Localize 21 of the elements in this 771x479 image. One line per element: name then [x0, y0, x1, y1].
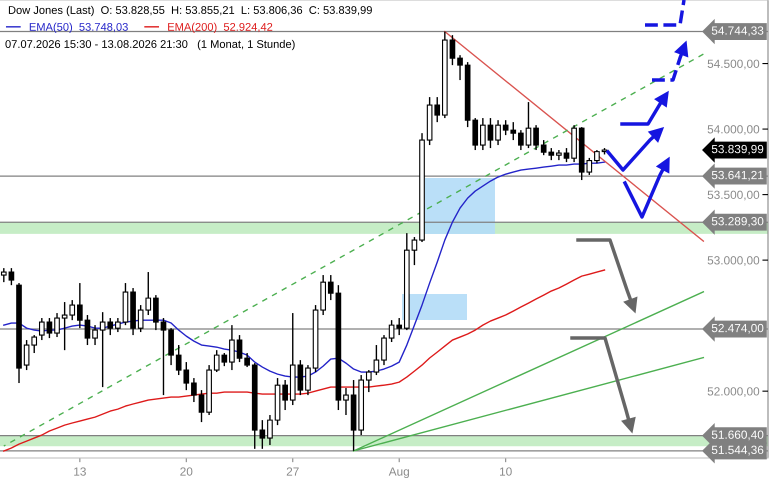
- y-tick-label: 53.000,00: [708, 256, 760, 266]
- legend-label: EMA(50) 53.748,03: [30, 22, 128, 34]
- x-tick-label: 13: [74, 467, 86, 476]
- ref-line-label: 51.544,36: [712, 446, 764, 456]
- x-tick-label: Aug: [388, 467, 409, 478]
- ref-line-label: 51.660,40: [712, 430, 764, 440]
- text: 07.07.2026 15:30 - 13.08.2026 21:30 (1 Monat, 1 Stunde): [5, 40, 295, 50]
- ref-line-label: 53.289,30: [712, 217, 764, 227]
- ref-line-label: 53.641,21: [712, 170, 764, 181]
- y-tick-label: 54.500,00: [708, 60, 760, 70]
- y-tick-label: 53.500,00: [708, 190, 760, 200]
- y-tick-label: 52.000,00: [708, 387, 760, 397]
- ref-line-label: 54.744,33: [712, 26, 764, 36]
- x-tick-label: 27: [286, 467, 299, 476]
- ref-line-label: 52.474,00: [712, 324, 764, 334]
- legend-label: EMA(200) 52.924,42: [168, 22, 272, 34]
- x-tick-label: 20: [180, 467, 192, 476]
- annotation: 53.839,99: [712, 144, 764, 155]
- chart-title: Dow Jones (Last) O: 53.828,55 H: 53.855,21 L: 53.806,36 C: 53.839,99: [8, 6, 372, 16]
- x-tick-label: 10: [500, 467, 512, 476]
- y-tick-label: 54.000,00: [708, 125, 760, 135]
